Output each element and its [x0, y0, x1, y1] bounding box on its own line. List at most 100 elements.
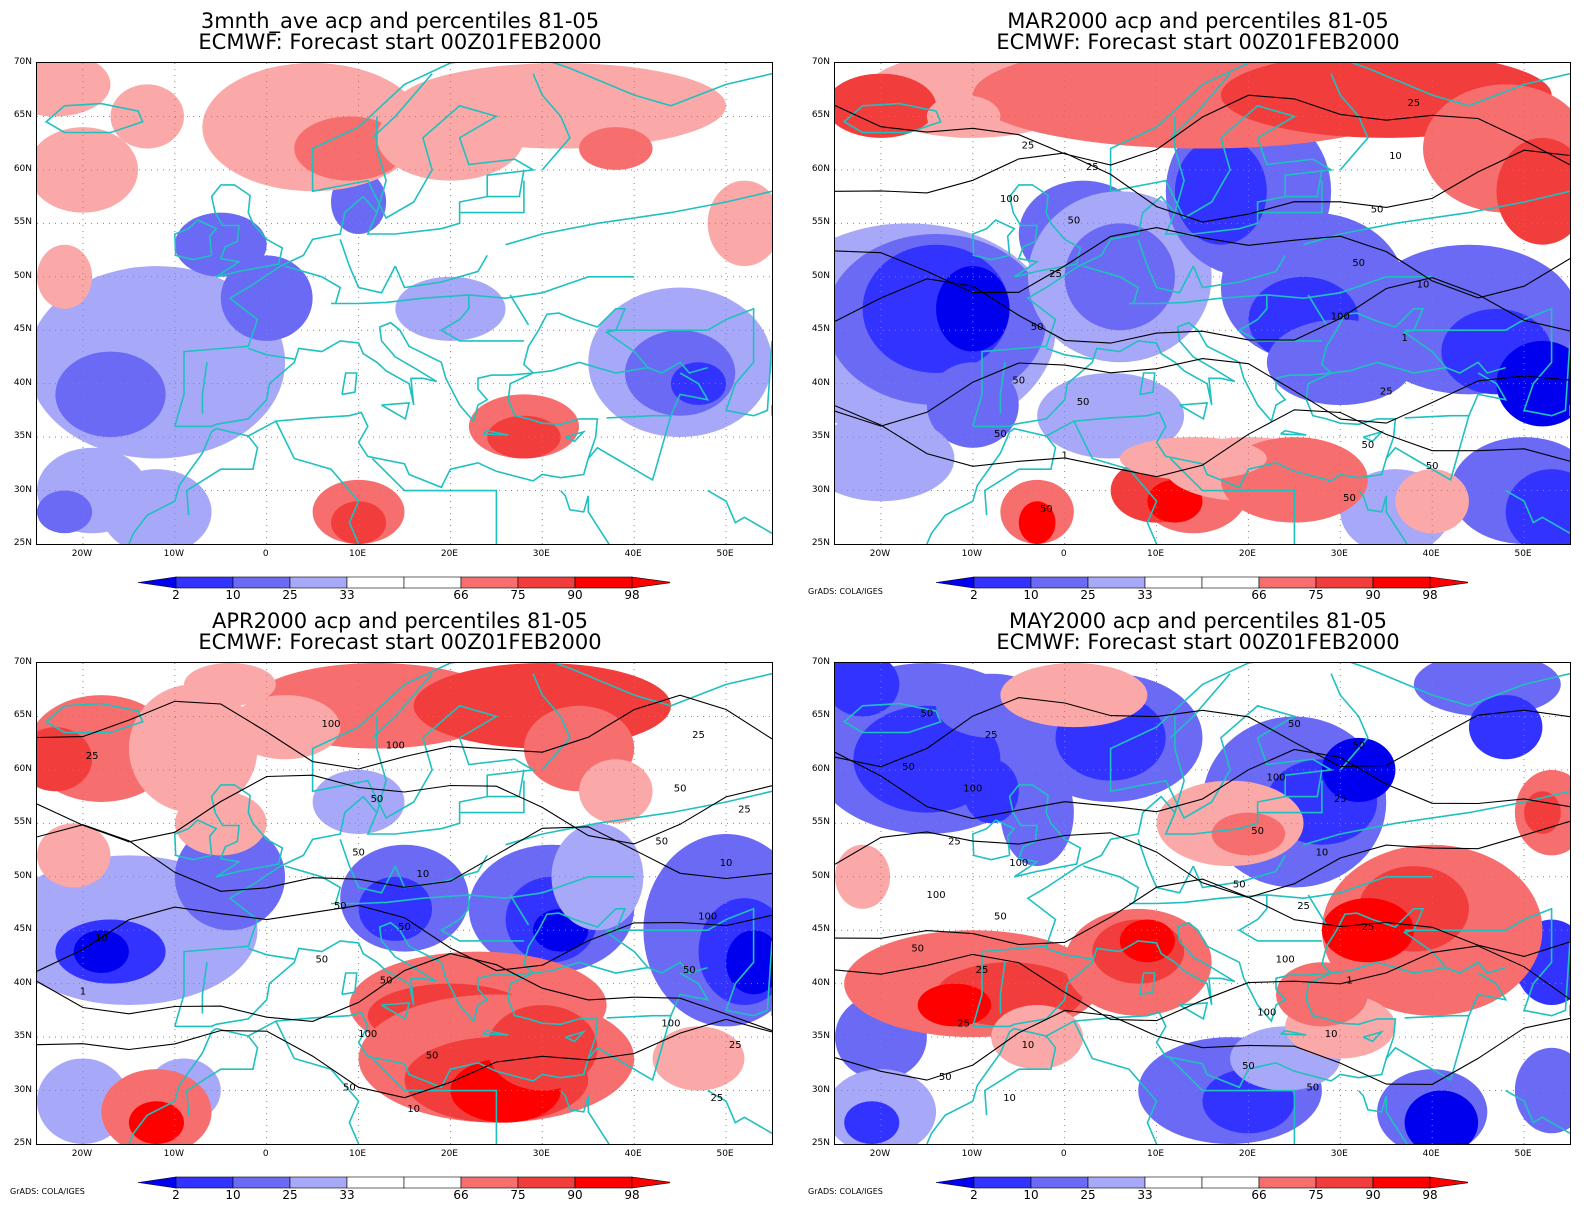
contour-label: 50	[371, 794, 384, 805]
contour-label: 50	[1306, 1083, 1319, 1094]
latitude-label: 70N	[811, 657, 830, 667]
coastline	[185, 1035, 259, 1116]
contour-label: 100	[661, 1018, 680, 1029]
longitude-label: 40E	[1422, 549, 1440, 559]
latitude-label: 45N	[13, 324, 32, 335]
contour-line	[37, 953, 772, 1032]
coastline	[1307, 294, 1328, 326]
contour-labels: 50 100 100 50 50 50 25 50 50 50 50 25 25 10 1 1 50 25 50 10…	[994, 98, 1439, 515]
colorbar-label: 98	[624, 1188, 639, 1202]
coastline	[532, 73, 571, 171]
latitude-label: 25N	[811, 538, 830, 548]
latitude-label: 35N	[811, 431, 830, 442]
coastline	[173, 819, 218, 861]
colorbar: 2 10 25 33 66 75 90 98	[138, 576, 670, 602]
colorbar-arrow-high	[1429, 1176, 1468, 1189]
coastline	[381, 402, 411, 421]
contour-label: 50	[674, 783, 687, 794]
coastline	[1073, 1020, 1158, 1144]
percentile-shade	[726, 930, 772, 995]
coastline	[174, 63, 772, 427]
panel-subtitle: ECMWF: Forecast start 00Z01FEB2000	[996, 630, 1400, 654]
contour-label: 25	[985, 730, 998, 741]
percentile-shade	[1276, 962, 1368, 1027]
longitude-label: 0	[262, 549, 269, 559]
longitude-label: 0	[1060, 1149, 1067, 1159]
contour-label: 50	[994, 912, 1007, 923]
map-panel-apr2000: APR2000 acp and percentiles 81-05 ECMWF:…	[0, 600, 790, 1202]
coastline	[371, 673, 433, 739]
colorbar-label: 90	[567, 588, 582, 602]
contour-label: 100	[1000, 194, 1019, 205]
percentile-shade	[128, 1101, 184, 1144]
coastline	[1404, 307, 1570, 417]
longitude-label: 20W	[869, 549, 891, 559]
contour-label: 25	[692, 730, 705, 741]
contour-label: 25	[738, 805, 751, 816]
percentile-shade	[1119, 919, 1175, 963]
contour-line	[835, 149, 1570, 223]
coastline	[647, 961, 708, 974]
coastline	[371, 1057, 498, 1144]
contour-label: 100	[358, 1029, 377, 1040]
coastline	[284, 865, 342, 904]
contour-label: 50	[1242, 1061, 1255, 1072]
latitude-label: 55N	[811, 217, 830, 228]
coastline	[587, 414, 672, 482]
colorbar-segment	[232, 576, 291, 589]
longitude-label: 50E	[1514, 549, 1532, 559]
coastline	[248, 947, 295, 960]
coastline	[1082, 865, 1140, 904]
contour-line	[835, 748, 1570, 820]
latitude-label: 45N	[811, 324, 830, 335]
colorbar: 2 10 25 33 66 75 90 98	[138, 1176, 670, 1202]
contour-label: 50	[939, 1072, 952, 1083]
percentile-shade	[37, 823, 111, 888]
contour-labels: 50 50 100 100 50 50 50 50 50 25 100 100 50 25 50 10 100 2…	[80, 719, 751, 1115]
map-svg: 50 50 50 50 50 50 100 100 100 50 100 25 50 25 25 100 50 2…	[835, 663, 1570, 1144]
longitude-label: 20W	[71, 1149, 93, 1159]
longitude-label: 10E	[1146, 1149, 1165, 1159]
colorbar-segment	[1372, 1176, 1431, 1189]
coastline	[647, 361, 708, 374]
longitude-label: 10W	[961, 1149, 982, 1159]
colorbar-segment	[175, 1176, 234, 1189]
coastline	[606, 907, 772, 1017]
percentile-shade	[579, 127, 653, 170]
colorbar-segment	[1315, 1176, 1374, 1189]
contour-label: 100	[1009, 858, 1028, 869]
contour-line	[835, 405, 1570, 478]
panel-subtitle: ECMWF: Forecast start 00Z01FEB2000	[996, 30, 1400, 54]
colorbar-label: 10	[1023, 1188, 1038, 1202]
colorbar-segment	[1087, 576, 1146, 589]
contour-label: 10	[407, 1104, 420, 1115]
contour-label: 50	[994, 429, 1007, 440]
colorbar-segment	[460, 576, 519, 589]
map-area	[36, 62, 773, 545]
colorbar-arrow-high	[631, 576, 670, 589]
contour-label: 50	[1068, 215, 1081, 226]
contour-label: 25	[1362, 922, 1375, 933]
colorbar-segment	[574, 576, 633, 589]
longitude-label: 20E	[440, 1149, 458, 1159]
colorbar-label: 75	[1308, 1188, 1323, 1202]
coastline	[1169, 457, 1296, 544]
colorbar-label: 33	[339, 588, 354, 602]
coastline	[1445, 361, 1506, 374]
percentile-shade	[128, 684, 258, 813]
coastline	[509, 894, 530, 926]
latitude-label: 30N	[13, 1084, 32, 1095]
percentile-shade	[1000, 663, 1148, 728]
latitude-label: 65N	[13, 110, 32, 121]
panel-title: MAR2000 acp and percentiles 81-05	[1007, 9, 1389, 33]
contour-label: 100	[321, 719, 340, 730]
contour-label: 100	[1276, 954, 1295, 965]
coastline	[185, 435, 259, 516]
percentile-shade	[579, 759, 653, 824]
contour-label: 100	[386, 741, 405, 752]
percentile-shade	[37, 127, 139, 213]
contour-label: 25	[1380, 386, 1393, 397]
contour-line	[835, 94, 1570, 166]
coastline	[532, 673, 571, 771]
coastline	[1358, 490, 1408, 544]
